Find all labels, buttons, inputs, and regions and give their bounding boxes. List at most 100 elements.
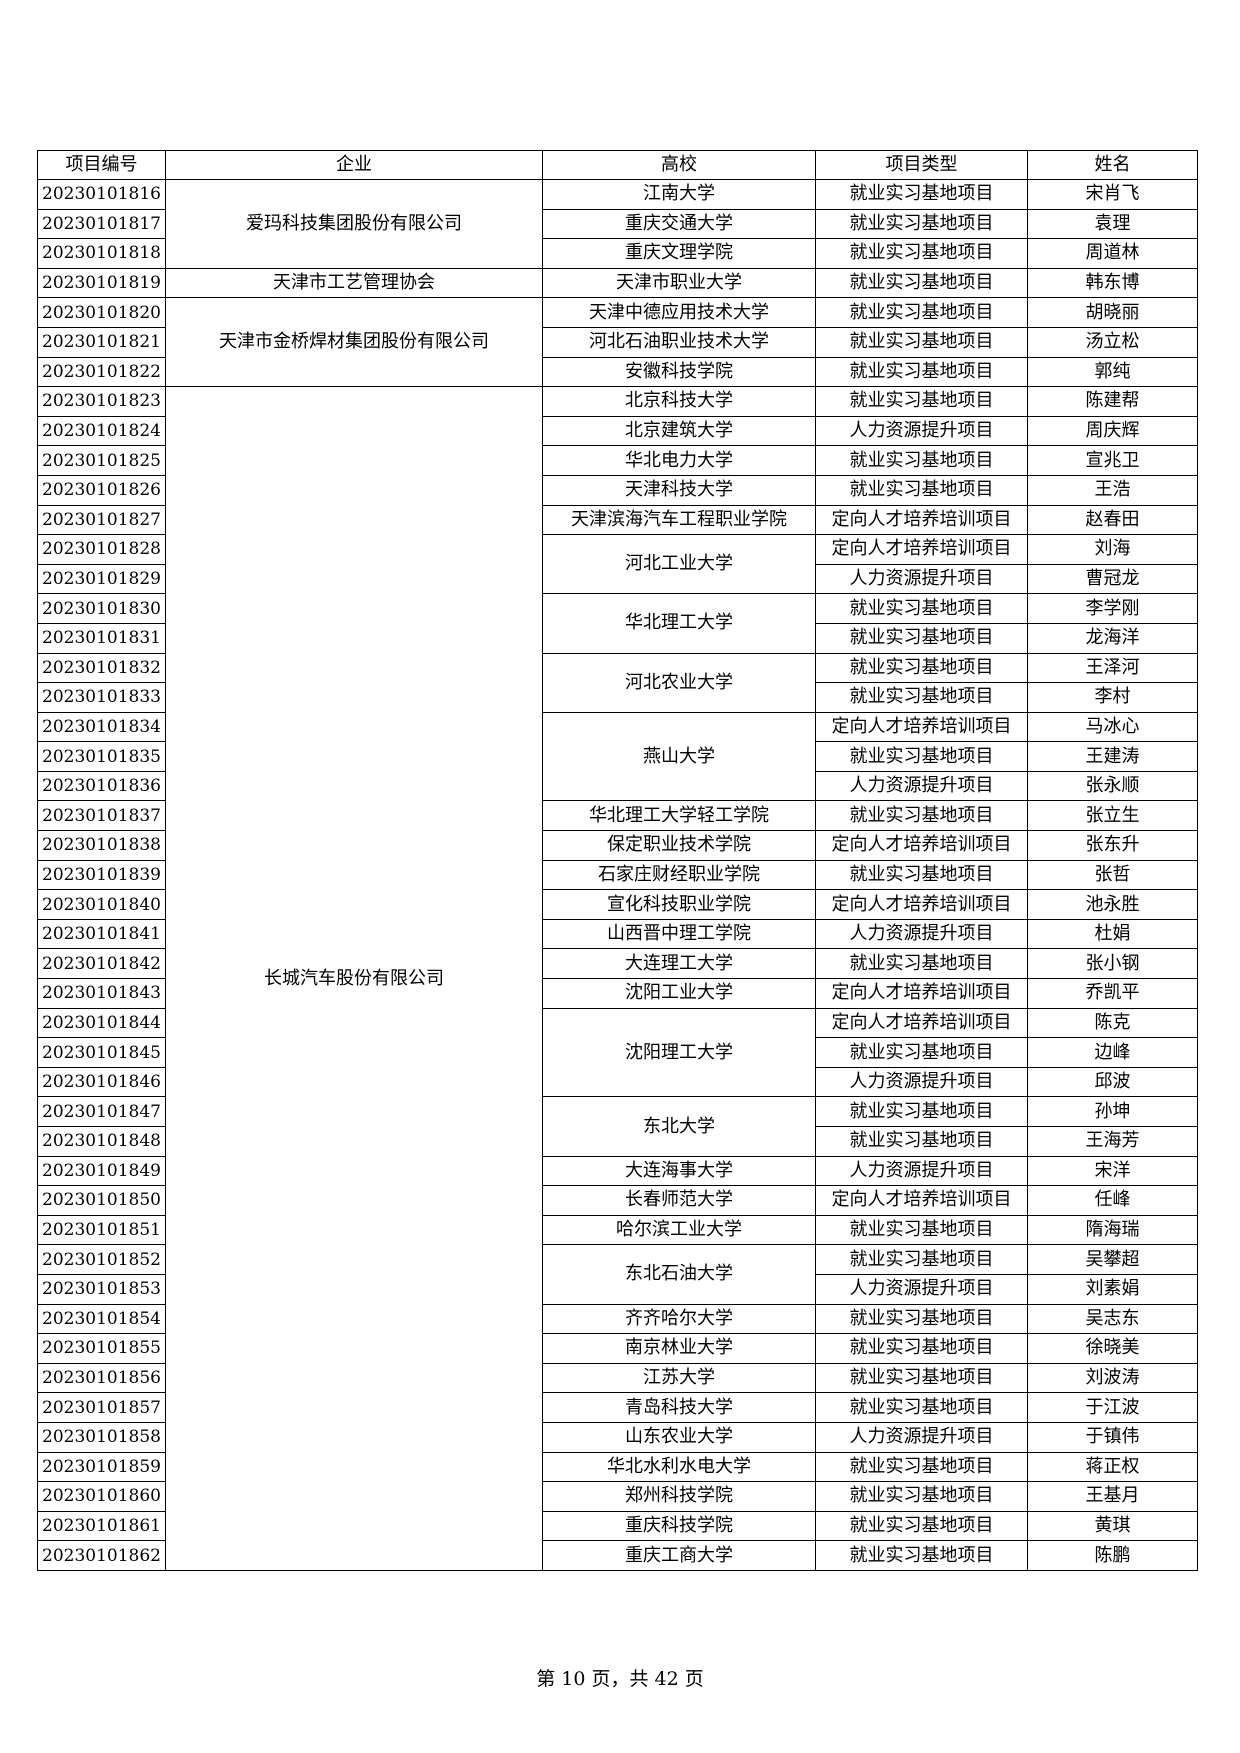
project-type: 就业实习基地项目 [815,741,1028,772]
project-id: 20230101820 [37,297,166,328]
project-type: 就业实习基地项目 [815,948,1028,980]
project-id: 20230101854 [37,1303,166,1335]
school-cell: 华北水利水电大学 [542,1451,816,1483]
school-cell: 大连理工大学 [542,948,816,980]
table-body: 20230101816 爱玛科技集团股份有限公司 江南大学 就业实习基地项目 宋肖飞 20… [37,179,1198,1571]
project-type: 就业实习基地项目 [815,267,1028,299]
school-cell: 齐齐哈尔大学 [542,1303,816,1335]
school-cell: 山东农业大学 [542,1421,816,1453]
table-row: 20230101858 山东农业大学 人力资源提升项目 于镇伟 [37,1421,1198,1453]
person-name: 吴志东 [1027,1303,1198,1335]
table-row: 20230101847 东北大学 就业实习基地项目 孙坤 [37,1096,1198,1157]
school-cell: 大连海事大学 [542,1155,816,1187]
person-name: 王浩 [1027,474,1198,506]
project-type: 就业实习基地项目 [815,1126,1028,1157]
project-id: 20230101850 [37,1185,166,1216]
project-id: 20230101855 [37,1333,166,1364]
person-name: 杜娟 [1027,918,1198,950]
project-id: 20230101860 [37,1481,166,1512]
project-id: 20230101842 [37,948,166,980]
school-cell: 天津滨海汽车工程职业学院 [542,504,816,536]
project-id: 20230101841 [37,918,166,950]
person-name: 张哲 [1027,859,1198,891]
project-id: 20230101824 [37,415,166,447]
project-type: 就业实习基地项目 [815,859,1028,891]
project-type: 就业实习基地项目 [815,1362,1028,1394]
table-row: 20230101854 齐齐哈尔大学 就业实习基地项目 吴志东 [37,1303,1198,1335]
project-type: 定向人才培养培训项目 [815,534,1028,565]
person-name: 蒋正权 [1027,1451,1198,1483]
person-name: 刘海 [1027,534,1198,565]
project-id: 20230101845 [37,1037,166,1068]
project-type: 就业实习基地项目 [815,356,1028,388]
table-row: 20230101831 就业实习基地项目 龙海洋 [37,622,1198,654]
school-cell: 天津中德应用技术大学 [542,297,816,328]
table-row: 20230101833 就业实习基地项目 李村 [37,682,1198,713]
school-cell: 重庆工商大学 [542,1540,816,1571]
project-type: 就业实习基地项目 [815,208,1028,240]
project-id: 20230101828 [37,534,166,565]
project-id: 20230101861 [37,1510,166,1542]
person-name: 陈克 [1027,1007,1198,1039]
school-cell: 华北电力大学 [542,445,816,476]
person-name: 乔凯平 [1027,978,1198,1009]
table-row: 20230101820 天津市金桥焊材集团股份有限公司 天津中德应用技术大学 就业实习… [37,297,1198,388]
school-cell: 安徽科技学院 [542,356,816,388]
project-type: 就业实习基地项目 [815,1037,1028,1068]
table-row: 20230101839 石家庄财经职业学院 就业实习基地项目 张哲 [37,859,1198,891]
table-row: 20230101824 北京建筑大学 人力资源提升项目 周庆辉 [37,415,1198,447]
person-name: 韩东博 [1027,267,1198,299]
project-type: 就业实习基地项目 [815,238,1028,269]
project-type: 人力资源提升项目 [815,563,1028,595]
person-name: 王基月 [1027,1481,1198,1512]
person-name: 于江波 [1027,1392,1198,1423]
table-row: 20230101844 沈阳理工大学 定向人才培养培训项目 陈克 [37,1007,1198,1098]
project-type: 人力资源提升项目 [815,1421,1028,1453]
project-type: 就业实习基地项目 [815,1096,1028,1127]
project-id: 20230101844 [37,1007,166,1039]
project-id: 20230101822 [37,356,166,388]
project-type: 就业实习基地项目 [815,1451,1028,1483]
project-id: 20230101818 [37,238,166,269]
project-type: 就业实习基地项目 [815,1244,1028,1275]
person-name: 周道林 [1027,238,1198,269]
project-id: 20230101825 [37,445,166,476]
table-row: 20230101818 重庆文理学院 就业实习基地项目 周道林 [37,238,1198,269]
school-cell: 江苏大学 [542,1362,816,1394]
project-id: 20230101837 [37,800,166,832]
school-cell: 河北工业大学 [542,534,816,595]
school-cell: 东北大学 [542,1096,816,1157]
person-name: 王海芳 [1027,1126,1198,1157]
school-cell: 重庆交通大学 [542,208,816,240]
person-name: 汤立松 [1027,326,1198,358]
table-row: 20230101837 华北理工大学轻工学院 就业实习基地项目 张立生 [37,800,1198,832]
project-id: 20230101851 [37,1214,166,1246]
table-row: 20230101826 天津科技大学 就业实习基地项目 王浩 [37,474,1198,506]
table-row: 20230101832 河北农业大学 就业实习基地项目 王泽河 [37,652,1198,713]
person-name: 黄琪 [1027,1510,1198,1542]
school-cell: 宣化科技职业学院 [542,889,816,920]
project-type: 人力资源提升项目 [815,415,1028,447]
project-type: 就业实习基地项目 [815,1481,1028,1512]
school-cell: 重庆文理学院 [542,238,816,269]
person-name: 张立生 [1027,800,1198,832]
table-row: 20230101856 江苏大学 就业实习基地项目 刘波涛 [37,1362,1198,1394]
project-id: 20230101848 [37,1126,166,1157]
person-name: 张东升 [1027,830,1198,861]
project-id: 20230101846 [37,1066,166,1098]
project-type: 定向人才培养培训项目 [815,889,1028,920]
table-row: 20230101822 安徽科技学院 就业实习基地项目 郭纯 [37,356,1198,388]
person-name: 邱波 [1027,1066,1198,1098]
person-name: 刘波涛 [1027,1362,1198,1394]
person-name: 周庆辉 [1027,415,1198,447]
project-id: 20230101840 [37,889,166,920]
school-cell: 保定职业技术学院 [542,830,816,861]
table-row: 20230101840 宣化科技职业学院 定向人才培养培训项目 池永胜 [37,889,1198,920]
project-type: 就业实习基地项目 [815,1303,1028,1335]
table-row: 20230101823 长城汽车股份有限公司 北京科技大学 就业实习基地项目 陈建帮 [37,386,1198,1571]
person-name: 于镇伟 [1027,1421,1198,1453]
project-id: 20230101816 [37,179,166,210]
person-name: 王泽河 [1027,652,1198,684]
project-id: 20230101859 [37,1451,166,1483]
project-id: 20230101862 [37,1540,166,1571]
